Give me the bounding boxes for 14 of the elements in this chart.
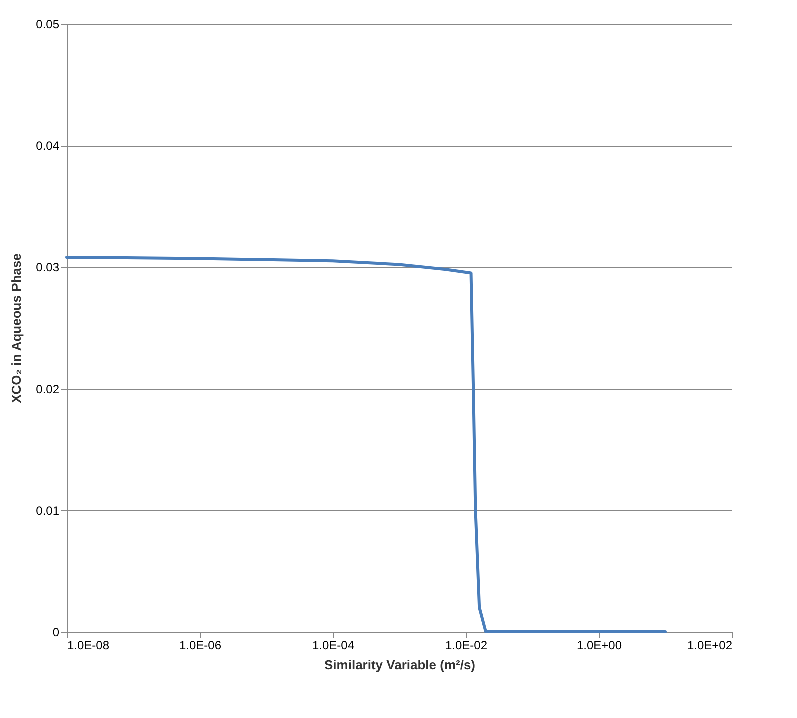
y-tick-label: 0.04: [36, 139, 60, 154]
x-tick-label: 1.0E-08: [68, 638, 110, 652]
y-tick-label: 0.03: [36, 260, 60, 275]
y-tick-label: 0: [52, 626, 60, 640]
x-tick-label: 1.0E+02: [687, 638, 733, 652]
x-axis-title: Similarity Variable (m²/s): [324, 658, 476, 672]
x-tick-label: 1.0E-04: [312, 638, 355, 652]
y-tick-label: 0.01: [36, 504, 60, 518]
x-tick-label: 1.0E-06: [179, 638, 222, 652]
y-tick-label: 0.02: [36, 382, 60, 396]
y-axis-title: XCO₂ in Aqueous Phase: [9, 254, 24, 404]
x-tick-label: 1.0E+00: [576, 638, 622, 652]
x-tick-label: 1.0E-02: [445, 638, 488, 652]
y-tick-label: 0.05: [36, 18, 60, 32]
